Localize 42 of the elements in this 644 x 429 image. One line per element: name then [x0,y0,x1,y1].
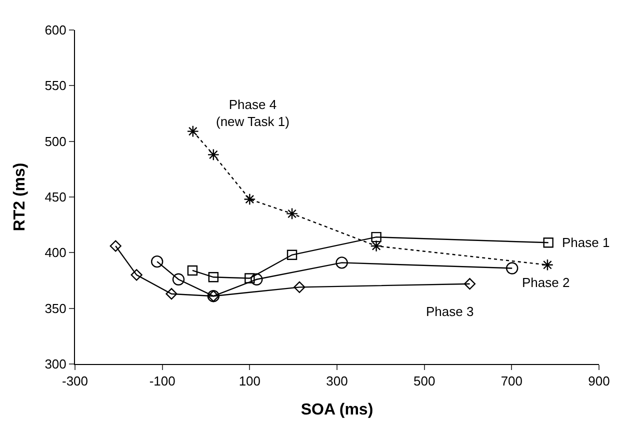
y-tick-label: 450 [44,190,66,205]
point [370,240,382,252]
x-axis-title: SOA (ms) [300,401,374,418]
y-tick-label: 350 [44,300,66,316]
y-tick-label: 600 [44,22,66,38]
point [166,288,178,300]
point [286,250,298,260]
y-tick-label: 300 [44,356,66,372]
series-label: Phase 1 [562,235,610,250]
point [294,281,306,293]
series-label: Phase 3 [426,304,474,319]
point [286,208,298,220]
point [186,125,199,138]
point [336,256,348,269]
point [543,238,554,248]
point [207,148,220,161]
x-tick-label: -100 [149,374,176,389]
y-tick-label: 400 [44,245,66,260]
point [371,232,382,242]
point [130,269,142,281]
point [244,193,256,206]
point [506,262,518,274]
x-tick-label: 500 [413,374,436,389]
point [250,273,263,286]
x-tick-label: 100 [238,374,261,389]
series-label: Phase 2 [522,275,570,290]
point [187,265,198,276]
point [541,258,554,271]
x-tick-label: 700 [500,374,523,389]
series-label: Phase 4 (new Task 1) [216,97,290,129]
point [150,255,164,268]
y-tick-label: 500 [44,134,66,149]
y-tick-label: 550 [44,78,66,94]
x-tick-label: 300 [326,374,348,389]
point [110,240,122,252]
x-tick-label: -300 [62,374,88,389]
x-tick-label: 900 [588,374,610,389]
point [208,272,219,282]
y-axis-title: RT2 (ms) [12,162,29,232]
point [244,273,255,284]
point [464,278,476,290]
point [172,273,185,286]
